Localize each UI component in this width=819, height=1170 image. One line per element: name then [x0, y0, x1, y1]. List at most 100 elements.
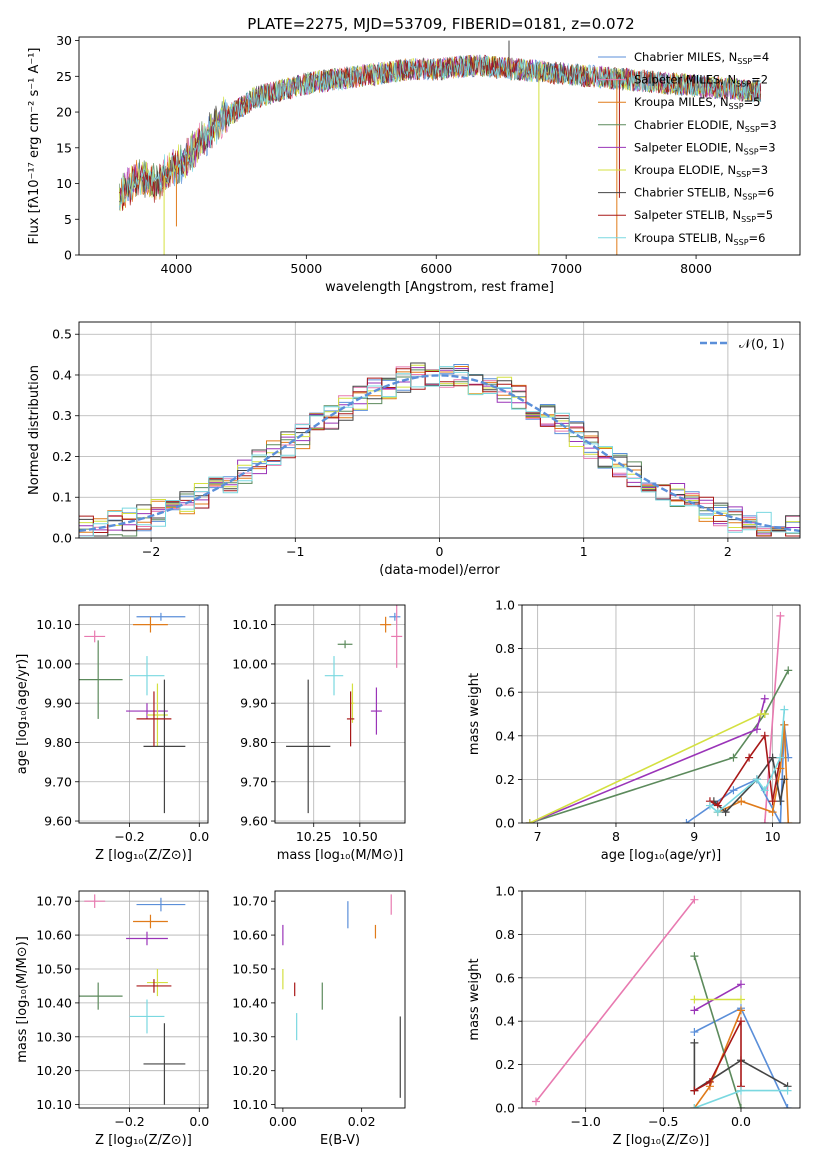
x-tick-label: −0.2	[114, 1114, 144, 1129]
legend-count: =3	[759, 140, 776, 154]
x-axis-label: Z [log₁₀(Z/Z⊙)]	[95, 1133, 192, 1148]
y-tick-label: 0.1	[52, 490, 72, 505]
weight-marker-kroupa_miles	[780, 720, 789, 729]
y-tick-label: 0.4	[52, 367, 72, 382]
weight-marker-salpeter_miles	[776, 611, 785, 620]
x-tick-label: −1.0	[570, 1114, 600, 1129]
y-tick-label: 0.2	[52, 449, 72, 464]
weight-marker-salpeter_elodie	[760, 694, 769, 703]
y-tick-label: 10.40	[232, 995, 268, 1010]
y-tick-label: 9.80	[240, 735, 268, 750]
weight-line-kroupa_stelib	[709, 709, 786, 814]
y-tick-label: 10.10	[36, 1097, 72, 1112]
legend-label-salpeter_miles: Salpeter MILES, NSSP=2	[634, 73, 768, 89]
legend-count: =3	[751, 163, 768, 177]
y-tick-label: 10.40	[36, 995, 72, 1010]
grid-weights_z	[522, 890, 800, 1109]
y-tick-label: 10.50	[232, 961, 268, 976]
legend-label-kroupa_elodie: Kroupa ELODIE, NSSP=3	[634, 163, 768, 179]
y-tick-label: 30	[56, 33, 72, 48]
weight-marker-salpeter_elodie	[736, 980, 745, 989]
weight-line-salpeter_stelib	[694, 1020, 742, 1092]
axes-frame	[521, 890, 801, 1109]
y-axis-label: mass weight	[467, 958, 482, 1040]
y-tick-label: 10	[56, 176, 72, 191]
y-tick-label: 0.4	[495, 1014, 515, 1029]
weight-marker-salpeter_stelib	[768, 797, 777, 806]
weight-line-chabrier_stelib	[693, 1042, 788, 1093]
y-tick-label: 1.0	[495, 884, 515, 899]
x-tick-label: −0.2	[114, 829, 144, 844]
weight-marker-chabrier_miles	[783, 1104, 792, 1108]
weight-marker-kroupa_stelib	[780, 705, 789, 714]
panel-ebv_mass: 0.00 0.02 10.10 10.20 10.30 10.40 10.50 10.60 10…	[232, 890, 406, 1148]
plot-area-spectrum	[119, 40, 762, 255]
weight-line-salpeter_stelib	[709, 733, 782, 807]
y-tick-label: 9.80	[44, 735, 72, 750]
y-tick-label: 0.8	[495, 641, 515, 656]
y-tick-label: 10.70	[36, 894, 72, 909]
axes-frame	[78, 604, 209, 824]
weight-marker-salpeter_stelib	[760, 731, 769, 740]
legend-count: =5	[744, 95, 761, 109]
weight-marker-chabrier_stelib	[690, 1038, 699, 1047]
weight-marker-kroupa_elodie	[690, 995, 699, 1004]
legend-count: =6	[757, 186, 774, 200]
weight-marker-salpeter_miles	[531, 1097, 540, 1106]
y-tick-label: 1.0	[495, 598, 515, 613]
weight-marker-kroupa_stelib	[776, 753, 785, 762]
y-tick-label: 10.00	[232, 656, 268, 671]
legend-subscript: SSP	[742, 193, 757, 202]
panel-z_age: −0.2 0.0 9.60 9.70 9.80 9.90 10.00 10.10 Z [log₁…	[15, 604, 209, 863]
x-axis-label: wavelength [Angstrom, rest frame]	[325, 280, 554, 295]
y-axis-label: mass weight	[467, 673, 482, 755]
legend-label-kroupa_stelib: Kroupa STELIB, NSSP=6	[634, 231, 765, 247]
y-tick-label: 10.70	[232, 894, 268, 909]
y-tick-label: 9.90	[44, 696, 72, 711]
y-tick-label: 0.8	[495, 927, 515, 942]
y-tick-label: 10.20	[232, 1063, 268, 1078]
plot-area-weights_z	[531, 895, 792, 1108]
axes-frame	[274, 604, 406, 824]
legend-count: =2	[751, 73, 768, 87]
histogram-kroupa_stelib	[79, 366, 800, 537]
y-tick-label: 9.70	[240, 774, 268, 789]
y-axis-label: age [log₁₀(age/yr)]	[15, 654, 30, 775]
y-tick-label: 0.0	[52, 531, 72, 546]
plot-area-residuals	[79, 362, 800, 537]
y-tick-label: 10.30	[36, 1029, 72, 1044]
weight-marker-kroupa_stelib	[736, 1086, 745, 1095]
panel-residuals: −2 −1 0 1 2 0.0 0.1 0.2 0.3 0.4 0.5 (data-model)/er…	[27, 321, 801, 578]
y-tick-label: 10.10	[36, 617, 72, 632]
legend-subscript: SSP	[744, 147, 759, 156]
y-tick-label: 10.10	[232, 617, 268, 632]
grid-z_mass	[79, 891, 208, 1108]
weight-marker-chabrier_miles	[682, 819, 691, 823]
weight-marker-kroupa_stelib	[783, 1086, 792, 1095]
weight-marker-kroupa_miles	[784, 819, 793, 823]
x-tick-label: 7000	[550, 261, 582, 276]
panel-mass_age: 10.25 10.50 9.60 9.70 9.80 9.90 10.00 10.10 mass…	[232, 604, 406, 863]
legend-count: =5	[756, 208, 773, 222]
weight-marker-salpeter_stelib	[705, 1077, 714, 1086]
x-axis-label: E(B-V)	[320, 1133, 360, 1148]
x-axis-label: age [log₁₀(age/yr)]	[601, 848, 722, 863]
legend-subscript: SSP	[734, 238, 749, 247]
figure-title: PLATE=2275, MJD=53709, FIBERID=0181, z=0…	[247, 15, 634, 33]
y-tick-label: 10.60	[36, 928, 72, 943]
y-tick-label: 0	[64, 248, 72, 263]
weight-line-salpeter_elodie	[529, 698, 766, 823]
x-tick-label: 0.0	[189, 1114, 209, 1129]
x-tick-label: 8000	[680, 261, 712, 276]
weight-marker-kroupa_stelib	[752, 775, 761, 784]
x-axis-label: Z [log₁₀(Z/Z⊙)]	[95, 848, 192, 863]
x-tick-label: 8	[612, 829, 620, 844]
legend-subscript: SSP	[745, 125, 760, 134]
weight-marker-kroupa_stelib	[705, 801, 714, 810]
plot-area-z_mass	[79, 894, 186, 1105]
weight-line-salpeter_miles	[535, 899, 696, 1102]
weight-line-salpeter_elodie	[694, 983, 742, 1012]
weight-line-chabrier_elodie	[529, 670, 790, 823]
y-axis-label: Normed distribution	[27, 365, 42, 495]
y-tick-label: 0.6	[495, 685, 515, 700]
